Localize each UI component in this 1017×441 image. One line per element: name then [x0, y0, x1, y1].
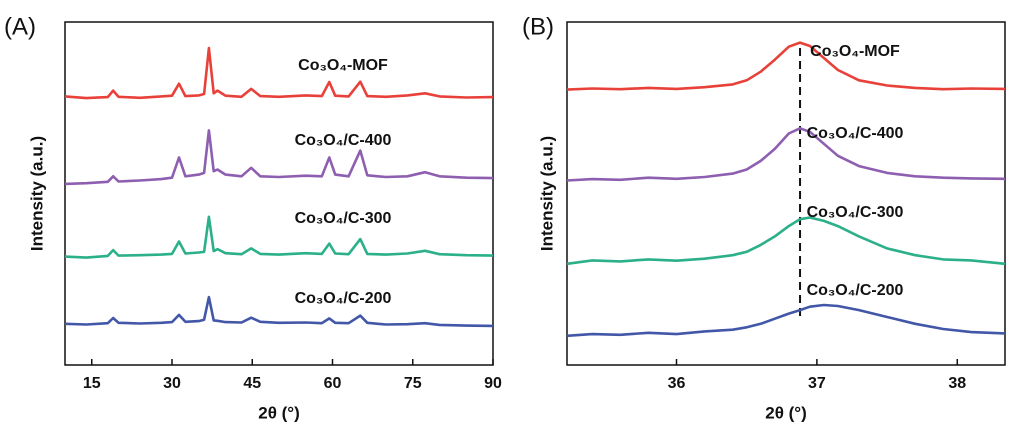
x-tick-label: 60 [324, 375, 342, 392]
series-label: Co₃O₄-MOF [810, 43, 900, 60]
series-line [64, 295, 494, 328]
series-label: Co₃O₄/C-300 [807, 204, 904, 221]
x-tick-label: 36 [668, 375, 686, 392]
series-label: Co₃O₄/C-200 [295, 290, 392, 307]
series-line [64, 129, 494, 186]
series-label: Co₃O₄/C-300 [295, 210, 392, 227]
series-line [566, 303, 1006, 338]
panel-label: (A) [4, 13, 36, 40]
plot-frame [566, 21, 1006, 366]
x-tick-label: 37 [808, 375, 826, 392]
plot-frame [64, 21, 494, 366]
series-label: Co₃O₄/C-200 [807, 282, 904, 299]
x-tick-label: 75 [404, 375, 422, 392]
x-axis-label: 2θ (°) [258, 403, 300, 422]
x-tick-label: 30 [163, 375, 181, 392]
panel-label: (B) [522, 13, 554, 40]
series-label: Co₃O₄/C-400 [807, 125, 904, 142]
y-axis-label: Intensity (a.u.) [27, 136, 46, 251]
series-line [64, 215, 494, 259]
y-axis-label: Intensity (a.u.) [537, 136, 556, 251]
series-line [566, 41, 1006, 91]
x-tick-label: 38 [948, 375, 966, 392]
x-tick-label: 90 [484, 375, 502, 392]
series-line [566, 216, 1006, 266]
x-tick-label: 45 [243, 375, 261, 392]
series-label: Co₃O₄-MOF [298, 57, 388, 74]
series-line [566, 127, 1006, 182]
x-axis-label: 2θ (°) [765, 403, 807, 422]
x-tick-label: 15 [83, 375, 101, 392]
series-label: Co₃O₄/C-400 [295, 132, 392, 149]
series-line [64, 46, 494, 100]
